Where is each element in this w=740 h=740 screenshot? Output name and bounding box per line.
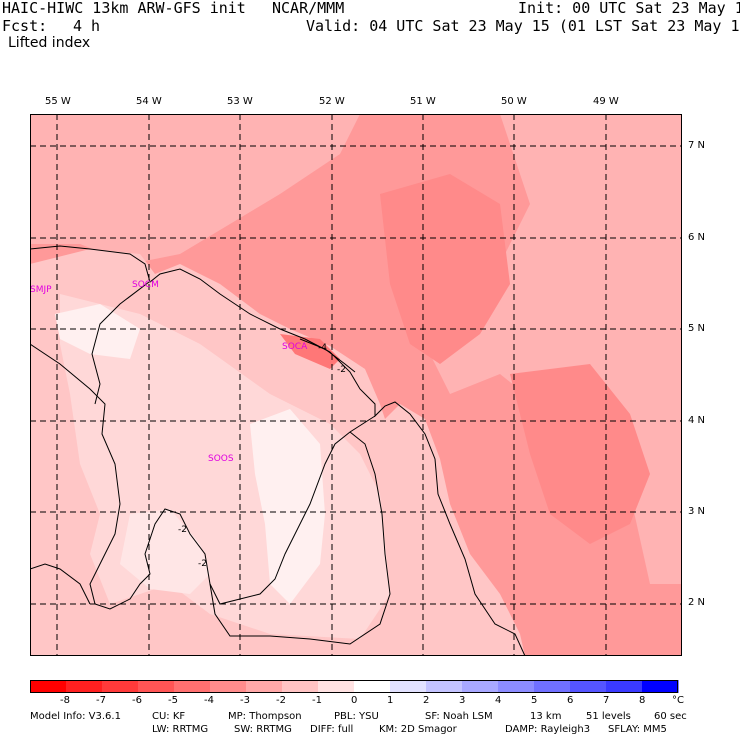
lon-label: 52 W (319, 96, 345, 107)
colorbar-cell (246, 680, 283, 693)
colorbar-cell (570, 680, 607, 693)
colorbar-tick-label: -3 (240, 695, 250, 706)
colorbar-cell (426, 680, 463, 693)
border-line (91, 281, 150, 405)
colorbar-cell (282, 680, 319, 693)
footer-timestep: 60 sec (654, 711, 687, 722)
lat-label: 7 N (688, 140, 706, 151)
footer-levels: 51 levels (586, 711, 631, 722)
colorbar-cell (102, 680, 139, 693)
footer-sflay: SFLAY: MM5 (608, 724, 667, 735)
lat-label: 4 N (688, 415, 706, 426)
footer-pbl: PBL: YSU (334, 711, 379, 722)
border-line (30, 563, 91, 605)
footer-lw: LW: RRTMG (152, 724, 209, 735)
colorbar-tick-label: 3 (459, 695, 466, 706)
border-line (30, 343, 376, 610)
station-label: SOOS (208, 454, 234, 464)
colorbar-cell (138, 680, 175, 693)
colorbar-cell (30, 680, 67, 693)
lon-label: 50 W (501, 96, 527, 107)
colorbar-tick-label: 6 (567, 695, 574, 706)
coastline (30, 245, 526, 656)
footer-model-info: Model Info: V3.6.1 (30, 711, 121, 722)
colorbar-unit: °C (672, 695, 684, 706)
lat-label: 2 N (688, 597, 706, 608)
offshore-deep-patch (380, 174, 510, 364)
footer-mp: MP: Thompson (228, 711, 302, 722)
org-label: NCAR/MMM (272, 0, 345, 17)
lon-label: 53 W (227, 96, 253, 107)
colorbar (30, 680, 679, 693)
colorbar-cell (534, 680, 571, 693)
offshore-light-band (30, 114, 360, 264)
footer-diff: DIFF: full (310, 724, 354, 735)
colorbar-cell (174, 680, 211, 693)
init-time: Init: 00 UTC Sat 23 May 15 (518, 0, 740, 17)
colorbar-tick-label: -4 (204, 695, 214, 706)
contour-line (299, 338, 356, 373)
coastal-deep-strip (280, 334, 340, 369)
colorbar-tick-label: 1 (387, 695, 394, 706)
colorbar-tick-label: -6 (132, 695, 142, 706)
colorbar-cell (318, 680, 355, 693)
lon-label: 51 W (410, 96, 436, 107)
contour-label: -4 (318, 343, 327, 353)
map-frame (30, 114, 682, 656)
colorbar-cell (498, 680, 535, 693)
forecast-label: Fcst: (2, 17, 48, 35)
station-label: SOCA (282, 342, 308, 352)
lat-label: 6 N (688, 232, 706, 243)
field-name: Lifted index (8, 35, 91, 51)
contour-label: -2 (337, 365, 346, 375)
contour-label: -2 (198, 559, 207, 569)
colorbar-tick-label: -1 (312, 695, 322, 706)
footer-damp: DAMP: Rayleigh3 (505, 724, 591, 735)
colorbar-tick-label: -5 (168, 695, 178, 706)
colorbar-tick-label: 0 (351, 695, 358, 706)
colorbar-cell (606, 680, 643, 693)
footer-sf: SF: Noah LSM (425, 711, 493, 722)
footer-resolution: 13 km (530, 711, 562, 722)
colorbar-cell (66, 680, 103, 693)
colorbar-tick-label: -2 (276, 695, 286, 706)
station-label: SOCM (132, 280, 159, 290)
colorbar-tick-label: -8 (60, 695, 70, 706)
offshore-deep-patch (510, 364, 650, 544)
colorbar-tick-label: -7 (96, 695, 106, 706)
colorbar-tick-label: 2 (423, 695, 430, 706)
lon-label: 55 W (45, 96, 71, 107)
valid-time: Valid: 04 UTC Sat 23 May 15 (01 LST Sat … (306, 17, 740, 35)
colorbar-tick-label: 4 (495, 695, 502, 706)
station-label: SMJP (30, 285, 52, 295)
colorbar-cell (462, 680, 499, 693)
colorbar-tick-label: 7 (603, 695, 610, 706)
footer-cu: CU: KF (152, 711, 186, 722)
colorbar-tick-label: 8 (639, 695, 646, 706)
lat-label: 5 N (688, 323, 706, 334)
colorbar-cell (210, 680, 247, 693)
contour-label: -2 (178, 525, 187, 535)
lon-label: 49 W (593, 96, 619, 107)
lifted-index-map: SMJP SOCM SOCA SOOS -4 -2 -2 -2 (30, 114, 682, 656)
border-line (209, 431, 391, 645)
footer-sw: SW: RRTMG (234, 724, 292, 735)
colorbar-cell (642, 680, 679, 693)
forecast-hour: 4 h (73, 17, 101, 35)
footer-km: KM: 2D Smagor (379, 724, 457, 735)
colorbar-cell (354, 680, 391, 693)
lon-label: 54 W (136, 96, 162, 107)
land-very-light (120, 509, 210, 594)
colorbar-cell (390, 680, 427, 693)
colorbar-tick-label: 5 (531, 695, 538, 706)
lat-label: 3 N (688, 506, 706, 517)
land-very-light (250, 409, 325, 604)
model-title: HAIC-HIWC 13km ARW-GFS init (2, 0, 246, 17)
